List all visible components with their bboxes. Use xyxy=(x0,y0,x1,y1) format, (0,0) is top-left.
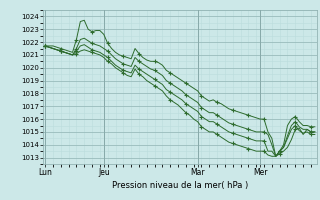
X-axis label: Pression niveau de la mer( hPa ): Pression niveau de la mer( hPa ) xyxy=(112,181,248,190)
